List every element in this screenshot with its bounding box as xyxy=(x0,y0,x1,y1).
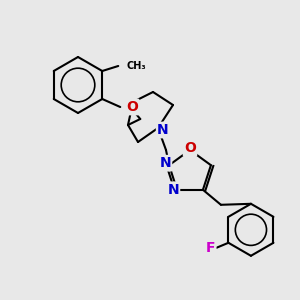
Text: N: N xyxy=(167,183,179,197)
Text: N: N xyxy=(157,123,169,137)
Text: N: N xyxy=(159,156,171,170)
Text: CH₃: CH₃ xyxy=(126,61,146,71)
Text: F: F xyxy=(206,241,215,255)
Text: O: O xyxy=(184,141,196,155)
Text: O: O xyxy=(126,100,138,114)
